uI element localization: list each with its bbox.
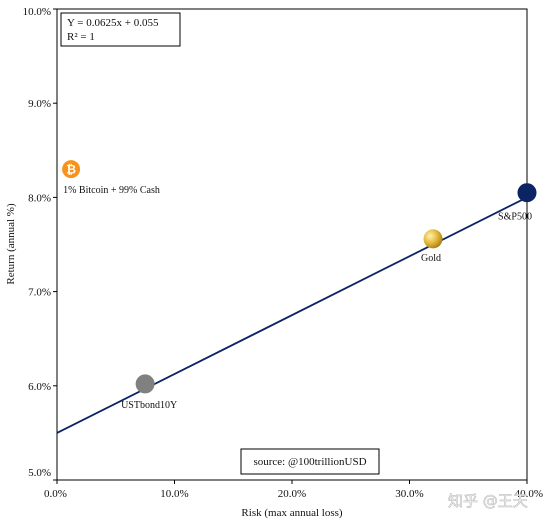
point-label: USTbond10Y	[121, 400, 177, 411]
y-tick-label: 7.0%	[28, 287, 51, 299]
trendline	[56, 196, 528, 434]
bitcoin-symbol: ₿	[66, 163, 76, 177]
x-axis-title: Risk (max annual loss)	[241, 507, 342, 519]
source-box: source: @100trillionUSD	[240, 448, 380, 475]
y-tick-label: 8.0%	[28, 192, 51, 204]
x-tick-label: 10.0%	[160, 488, 188, 500]
equation-text: Y = 0.0625x + 0.055	[67, 17, 159, 29]
point-label: Gold	[421, 253, 441, 264]
data-point: S&P500	[498, 183, 537, 223]
point-label: 1% Bitcoin + 99% Cash	[63, 185, 160, 196]
y-tick-label: 5.0%	[28, 467, 51, 479]
y-tick-label: 10.0%	[23, 6, 51, 18]
x-tick-label: 20.0%	[278, 488, 306, 500]
x-tick-label: 30.0%	[395, 488, 423, 500]
y-axis-ticks: 5.0% 6.0% 7.0% 8.0% 9.0% 10.0%	[23, 6, 57, 481]
data-point: ₿ 1% Bitcoin + 99% Cash	[62, 160, 160, 196]
x-tick-label: 0.0%	[44, 488, 67, 500]
y-tick-label: 9.0%	[28, 98, 51, 110]
x-tick-label: 40.0%	[515, 488, 543, 500]
point-label: S&P500	[498, 212, 532, 223]
point-marker	[517, 183, 537, 203]
point-marker	[135, 374, 155, 394]
source-text: source: @100trillionUSD	[253, 456, 366, 468]
r-squared-text: R² = 1	[67, 31, 95, 43]
data-point: USTbond10Y	[121, 374, 177, 411]
y-axis-title: Return (annual %)	[5, 203, 17, 285]
data-points: ₿ 1% Bitcoin + 99% Cash USTbond10Y Gold S&P5…	[62, 160, 537, 411]
equation-box: Y = 0.0625x + 0.055 R² = 1	[60, 12, 181, 47]
plot-area	[56, 8, 528, 481]
bitcoin-icon	[62, 160, 81, 179]
data-point: Gold	[421, 229, 443, 264]
x-axis-ticks: 0.0% 10.0% 20.0% 30.0% 40.0%	[44, 480, 543, 500]
watermark: 知乎 @王天	[448, 492, 528, 510]
gold-marker	[423, 229, 443, 249]
y-tick-label: 6.0%	[28, 381, 51, 393]
